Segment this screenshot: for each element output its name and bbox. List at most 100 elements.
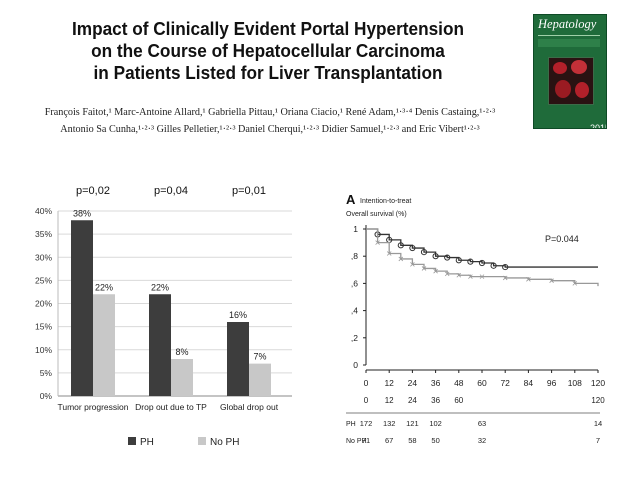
x-tick-label: 24 <box>408 378 418 388</box>
panel-label: A <box>346 192 356 207</box>
legend-label: No PH <box>210 437 239 448</box>
paper-title: Impact of Clinically Evident Portal Hype… <box>36 18 501 84</box>
risk-cell: 50 <box>431 436 439 445</box>
censor-mark <box>479 274 485 279</box>
p-value-label: p=0,04 <box>154 185 188 197</box>
bar-data-label: 38% <box>73 208 91 218</box>
censor-mark <box>398 256 404 262</box>
y-tick-label: 5% <box>40 368 53 378</box>
author-list: François Faitot,¹ Marc-Antoine Allard,¹ … <box>20 104 520 138</box>
risk-cell: 32 <box>478 436 486 445</box>
x-tick-label: 60 <box>477 378 487 388</box>
risk-cell: 14 <box>594 419 602 428</box>
bar-no-ph <box>93 294 115 396</box>
y-tick-label: 0% <box>40 391 53 401</box>
km-curve-no-ph <box>366 228 599 287</box>
censor-mark <box>432 253 439 260</box>
risk-cell: 63 <box>478 419 486 428</box>
y-tick-label: ,6 <box>351 278 358 288</box>
x-tick-label: 108 <box>568 378 582 388</box>
censor-mark <box>420 249 428 256</box>
risk-cell: 58 <box>408 436 416 445</box>
censor-mark <box>409 244 416 252</box>
censor-mark <box>572 281 578 286</box>
y-tick-label: ,4 <box>351 306 358 316</box>
x-category-label: Drop out due to TP <box>135 402 207 412</box>
author-line: François Faitot,¹ Marc-Antoine Allard,¹ … <box>44 107 496 118</box>
y-tick-label: 15% <box>35 322 52 332</box>
y-axis-label: Overall survival (%) <box>346 211 407 218</box>
censor-mark <box>397 242 404 249</box>
legend-swatch <box>128 437 136 445</box>
bar-no-ph <box>171 359 193 396</box>
censor-mark <box>444 271 450 277</box>
bar-data-label: 7% <box>253 352 266 362</box>
bar-data-label: 8% <box>175 347 188 357</box>
legend-label: PH <box>140 437 154 448</box>
risk-time-label: 24 <box>408 396 417 405</box>
journal-name: Hepatology <box>538 17 597 31</box>
title-line: in Patients Listed for Liver Transplanta… <box>93 62 443 83</box>
y-tick-label: ,2 <box>351 333 358 343</box>
bar-ph <box>71 220 93 396</box>
bar-chart-pvalues: p=0,02 p=0,04 p=0,01 <box>76 185 266 197</box>
censor-mark <box>421 266 427 271</box>
km-text: A Intention-to-treat Overall survival (%) P… <box>346 192 579 244</box>
x-tick-label: 72 <box>500 378 510 388</box>
y-tick-label: 25% <box>35 275 52 285</box>
y-tick-label: 0 <box>353 360 358 370</box>
censor-mark <box>455 257 462 264</box>
risk-row-label: No PH <box>346 438 367 445</box>
bar-ph <box>149 294 171 396</box>
censor-mark <box>456 272 462 278</box>
censor-mark <box>410 262 415 267</box>
bar-chart-data-labels: 38% 22% 22% 8% 16% 7% <box>73 208 267 361</box>
risk-time-label: 12 <box>385 396 394 405</box>
risk-cell: 71 <box>362 436 370 445</box>
censor-mark <box>444 254 451 261</box>
risk-time-label: 0 <box>364 396 369 405</box>
y-tick-label: 35% <box>35 229 52 239</box>
bar-chart-categories: Tumor progression Drop out due to TP Globa… <box>57 402 278 412</box>
censor-mark <box>490 262 497 269</box>
x-category-label: Tumor progression <box>57 402 128 412</box>
risk-cell: 132 <box>383 419 396 428</box>
censor-mark <box>478 259 486 267</box>
bar-chart-y-ticks: 0% 5% 10% 15% 20% 25% 30% 35% 40% <box>35 206 52 401</box>
censor-mark <box>386 251 392 256</box>
censor-mark <box>468 274 473 279</box>
bar-ph <box>227 322 249 396</box>
chart-title: Intention-to-treat <box>360 198 411 205</box>
p-value-label: p=0,01 <box>232 185 266 197</box>
p-value-label: P=0.044 <box>545 234 579 244</box>
y-tick-label: 20% <box>35 299 52 309</box>
bar-no-ph <box>249 363 271 396</box>
author-line: Antonio Sa Cunha,¹·²·³ Gilles Pelletier,… <box>60 124 480 135</box>
bar-chart-legend: PH No PH <box>128 437 239 448</box>
censor-mark <box>433 268 438 274</box>
censor-mark <box>549 278 554 283</box>
x-tick-label: 0 <box>364 378 369 388</box>
bar-data-label: 16% <box>229 310 247 320</box>
km-curves <box>366 228 599 287</box>
journal-year: 2015 <box>590 123 606 129</box>
censor-mark <box>502 275 508 281</box>
bar-data-label: 22% <box>151 282 169 292</box>
risk-time-label: 120 <box>591 396 605 405</box>
km-curve-ph <box>366 228 598 268</box>
km-axes: 0 ,2 ,4 ,6 ,8 1 0 12 24 36 48 60 72 84 96 108 120 <box>351 224 605 388</box>
x-tick-label: 96 <box>547 378 557 388</box>
cover-subtitle-band <box>538 39 600 47</box>
risk-cell: 172 <box>360 419 373 428</box>
y-tick-label: 10% <box>35 345 52 355</box>
p-value-label: p=0,02 <box>76 185 110 197</box>
x-tick-label: 48 <box>454 378 464 388</box>
risk-cell: 102 <box>429 419 442 428</box>
censor-mark <box>502 263 509 271</box>
journal-cover-image: Hepatology 2015 <box>533 14 607 129</box>
censor-mark <box>375 240 380 245</box>
risk-cell: 67 <box>385 436 393 445</box>
